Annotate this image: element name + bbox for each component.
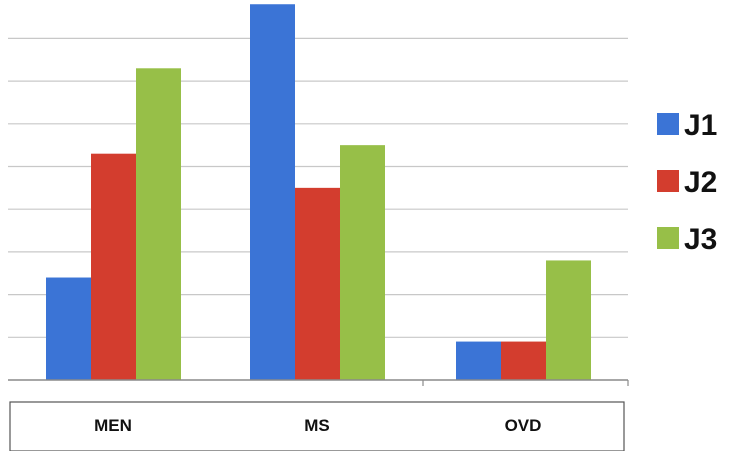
legend: J1 J2 J3 (657, 109, 717, 256)
legend-label-j2: J2 (684, 166, 717, 199)
bar-j1-ovd (456, 341, 501, 380)
legend-swatch-j1 (657, 113, 679, 135)
x-axis (8, 379, 629, 451)
category-table-border (9, 401, 625, 451)
bar-j1-ms (250, 4, 295, 381)
bar-j3-men (136, 68, 181, 380)
legend-label-j3: J3 (684, 223, 717, 256)
category-label-men: MEN (94, 416, 132, 435)
bar-j1-men (46, 277, 91, 380)
legend-swatch-j2 (657, 170, 679, 192)
bar-j2-ovd (501, 341, 546, 380)
bar-j3-ms (340, 145, 385, 380)
category-labels: MEN MS OVD (94, 416, 541, 435)
category-label-ms: MS (304, 416, 330, 435)
legend-label-j1: J1 (684, 109, 717, 142)
category-label-ovd: OVD (505, 416, 542, 435)
bar-j2-ms (295, 187, 340, 380)
bar-j3-ovd (546, 260, 591, 380)
legend-swatch-j3 (657, 227, 679, 249)
bars (46, 4, 591, 381)
bar-j2-men (91, 153, 136, 380)
